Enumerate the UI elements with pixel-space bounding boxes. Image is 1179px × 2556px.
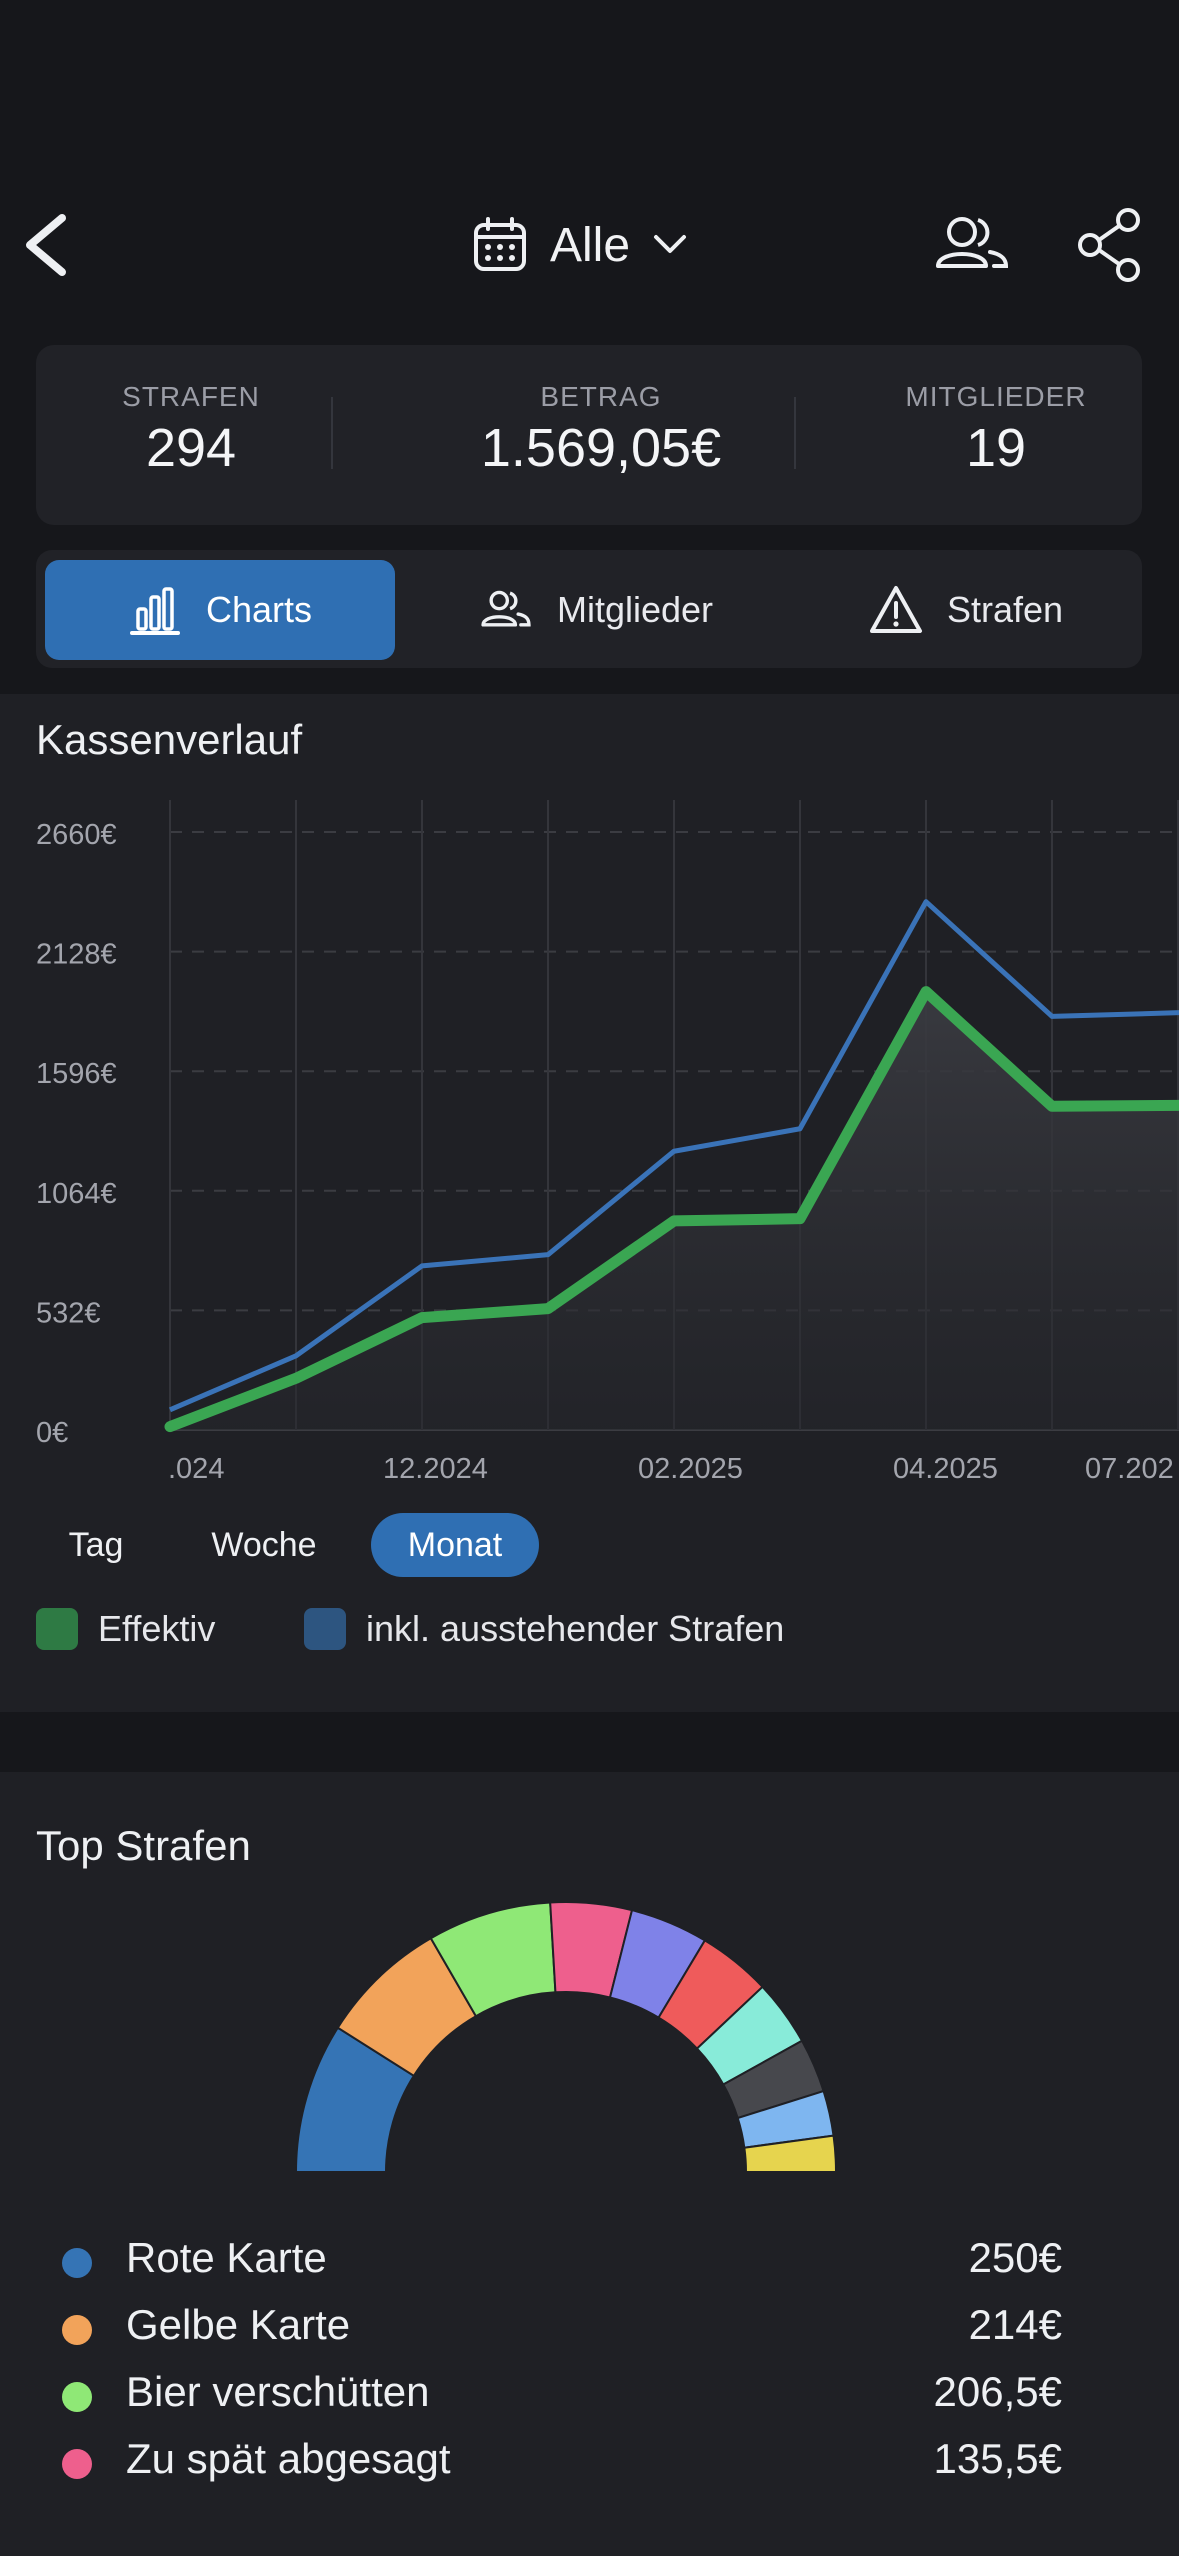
tab-charts[interactable]: Charts (45, 560, 395, 660)
penalty-row[interactable]: Gelbe Karte 214€ (62, 2295, 1062, 2355)
range-day[interactable]: Tag (68, 1525, 124, 1564)
legend-label: Effektiv (98, 1608, 216, 1649)
penalty-amount: 135,5€ (933, 2435, 1062, 2482)
legend-effective: Effektiv (36, 1608, 215, 1650)
legend-swatch (304, 1608, 346, 1650)
y-tick-label: 2128€ (36, 939, 117, 971)
x-tick-label: 04.2025 (893, 1453, 998, 1485)
y-tick-label: 2660€ (36, 819, 117, 851)
x-tick-label: .024 (168, 1453, 224, 1485)
legend-swatch (36, 1608, 78, 1650)
penalty-name: Gelbe Karte (126, 2301, 351, 2348)
penalty-row[interactable]: Rote Karte 250€ (62, 2228, 1062, 2288)
penalty-row[interactable]: Bier verschütten 206,5€ (62, 2362, 1062, 2422)
users-icon (936, 217, 1009, 268)
stat-label: MITGLIEDER (905, 381, 1087, 412)
panel-title: Top Strafen (36, 1822, 251, 1869)
chevron-left-icon (26, 214, 66, 276)
penalty-amount: 214€ (968, 2301, 1062, 2348)
y-tick-label: 1064€ (36, 1178, 117, 1210)
tab-penalties[interactable]: Strafen (806, 560, 1126, 660)
tab-label: Mitglieder (556, 589, 714, 630)
penalty-name: Rote Karte (126, 2234, 327, 2281)
color-dot (62, 2382, 92, 2412)
panel-title: Kassenverlauf (36, 716, 303, 763)
series-line-pending (169, 899, 1179, 1413)
donut-slice[interactable] (743, 2134, 838, 2173)
y-tick-label: 532€ (36, 1297, 101, 1329)
stat-amount: BETRAG 1.569,05€ (376, 381, 826, 479)
users-icon (481, 590, 531, 627)
top-penalties-donut (294, 1901, 838, 2173)
stat-label: STRAFEN (122, 381, 260, 412)
x-tick-label: 07.202 (1085, 1453, 1174, 1485)
color-dot (62, 2315, 92, 2345)
bar-chart-icon (129, 587, 180, 635)
stat-penalties: STRAFEN 294 (76, 381, 306, 479)
share-icon (1078, 208, 1140, 282)
chevron-down-icon (654, 235, 687, 253)
series-line-effective (164, 986, 1179, 1433)
stats-card: STRAFEN 294 BETRAG 1.569,05€ MITGLIEDER … (36, 345, 1142, 525)
penalty-amount: 206,5€ (933, 2368, 1062, 2415)
stat-value: 19 (965, 418, 1027, 478)
tab-label: Charts (205, 589, 313, 630)
penalty-row[interactable]: Zu spät abgesagt 135,5€ (62, 2429, 1062, 2489)
period-label: Alle (550, 218, 631, 272)
tab-members[interactable]: Mitglieder (416, 560, 776, 660)
share-button[interactable] (1070, 200, 1150, 290)
view-tabs: Charts Mitglieder Strafen (36, 550, 1142, 668)
y-tick-label: 0€ (36, 1417, 68, 1449)
x-tick-label: 02.2025 (638, 1453, 743, 1485)
stat-members: MITGLIEDER 19 (876, 381, 1116, 479)
stat-divider (794, 397, 796, 469)
stat-label: BETRAG (540, 381, 662, 412)
penalty-name: Zu spät abgesagt (126, 2435, 451, 2482)
top-bar: Alle (0, 0, 1179, 330)
period-selector[interactable]: Alle (470, 205, 690, 285)
legend-pending: inkl. ausstehender Strafen (304, 1608, 784, 1650)
stat-divider (331, 397, 333, 469)
members-button[interactable] (932, 200, 1012, 290)
x-tick-label: 12.2024 (383, 1453, 488, 1485)
color-dot (62, 2248, 92, 2278)
stat-value: 1.569,05€ (480, 418, 722, 478)
range-month[interactable]: Monat (371, 1513, 539, 1577)
warning-icon (869, 586, 922, 633)
legend-label: inkl. ausstehender Strafen (366, 1608, 785, 1649)
color-dot (62, 2449, 92, 2479)
range-week[interactable]: Woche (211, 1525, 317, 1564)
stat-value: 294 (145, 418, 237, 478)
penalty-name: Bier verschütten (126, 2368, 430, 2415)
penalty-amount: 250€ (968, 2234, 1062, 2281)
y-tick-label: 1596€ (36, 1058, 117, 1090)
calendar-icon (474, 217, 526, 271)
back-button[interactable] (12, 200, 92, 290)
cash-history-chart: 2660€ 2128€ 1596€ 1064€ 532€ 0€ .024 12.2024 02.… (36, 800, 1179, 1485)
tab-label: Strafen (946, 589, 1064, 630)
